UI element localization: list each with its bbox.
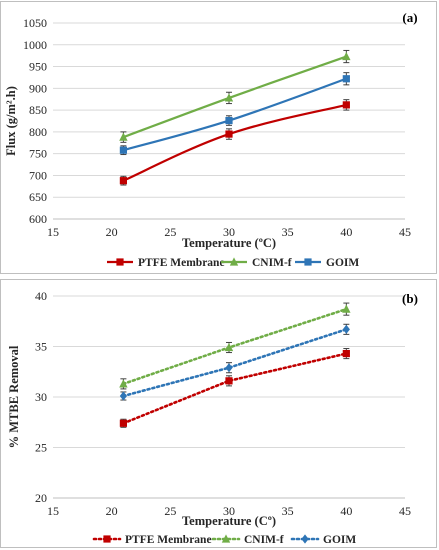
y-tick-label: 650	[29, 190, 47, 204]
data-point	[342, 51, 351, 61]
series-goim	[119, 72, 350, 156]
series-line	[122, 352, 348, 425]
y-tick-label: 900	[29, 81, 47, 95]
series-goim	[119, 323, 350, 401]
data-point	[119, 379, 128, 388]
series-ptfe-membrane	[119, 99, 350, 186]
legend-label: CNIM-f	[244, 534, 284, 546]
y-tick-label: 1000	[23, 38, 47, 52]
legend-marker	[301, 534, 309, 544]
legend-label: PTFE Membrane	[138, 257, 225, 269]
data-point	[119, 146, 127, 154]
x-tick-label: 45	[399, 225, 411, 239]
data-point	[342, 349, 350, 358]
y-axis-title: Flux (g/m².h)	[4, 86, 18, 156]
y-tick-label: 20	[35, 491, 47, 505]
legend-label: GOIM	[326, 257, 359, 269]
panel-label: (a)	[402, 10, 417, 25]
x-tick-label: 35	[282, 504, 294, 518]
legend: PTFE Membrane CNIM-f GOIM	[107, 257, 359, 269]
legend-label: CNIM-f	[252, 257, 292, 269]
data-point	[225, 363, 233, 373]
data-point	[119, 419, 127, 427]
data-point	[342, 324, 350, 334]
y-tick-label: 30	[35, 390, 47, 404]
y-tick-label: 700	[29, 168, 47, 182]
x-axis-title: Temperature (Cº)	[182, 514, 276, 528]
series-cnim-f	[119, 302, 351, 390]
x-tick-label: 25	[164, 225, 176, 239]
data-point	[225, 377, 233, 385]
series-line	[122, 103, 347, 182]
series-ptfe-membrane	[119, 348, 350, 428]
y-tick-label: 950	[29, 60, 47, 74]
x-tick-label: 30	[223, 504, 235, 518]
data-point	[224, 342, 234, 352]
legend-label: GOIM	[323, 534, 356, 546]
legend-label: PTFE Membrane	[125, 534, 212, 546]
y-tick-label: 600	[29, 212, 47, 226]
y-tick-label: 1050	[23, 16, 47, 30]
data-point	[119, 132, 128, 141]
data-point	[119, 391, 127, 401]
chart-panel-b: 20 25 30 35 40 15 20 25 30 35 40 45 Temperature (Cº)…	[0, 279, 437, 548]
y-tick-label: 750	[29, 147, 47, 161]
data-point	[342, 101, 350, 109]
y-tick-label: 25	[35, 441, 47, 455]
x-tick-label: 20	[106, 504, 118, 518]
legend-marker	[221, 534, 231, 543]
x-axis-title: Temperature (ºC)	[182, 236, 276, 250]
y-tick-label: 800	[29, 125, 47, 139]
legend-marker	[229, 257, 239, 266]
x-tick-label: 40	[340, 504, 352, 518]
data-point	[225, 116, 233, 125]
data-point	[224, 93, 234, 102]
panel-label: (b)	[402, 291, 418, 306]
flux-chart: 600 650 700 750 800 850 900 950 1000 1050 15 20 25 30…	[4, 10, 418, 269]
y-tick-label: 850	[29, 103, 47, 117]
data-point	[342, 75, 350, 83]
legend-marker	[304, 258, 312, 266]
x-tick-label: 15	[47, 225, 59, 239]
y-tick-label: 35	[35, 340, 47, 354]
data-point	[119, 177, 127, 185]
y-axis-title: % MTBE Removal	[7, 345, 21, 448]
x-tick-label: 45	[399, 504, 411, 518]
y-tick-label: 40	[35, 289, 47, 303]
series-line	[123, 55, 347, 139]
x-tick-label: 35	[282, 225, 294, 239]
x-tick-label: 20	[106, 225, 118, 239]
series-line	[123, 77, 347, 152]
legend-marker	[103, 535, 111, 543]
legend: PTFE Membrane CNIM-f GOIM	[92, 534, 356, 546]
data-point	[225, 130, 233, 138]
series-cnim-f	[119, 49, 351, 143]
x-tick-label: 25	[164, 504, 176, 518]
series-line	[122, 328, 348, 398]
legend-marker	[116, 258, 124, 266]
x-tick-label: 30	[223, 225, 235, 239]
x-tick-label: 40	[340, 225, 352, 239]
x-tick-label: 15	[47, 504, 59, 518]
chart-panel-a: 600 650 700 750 800 850 900 950 1000 1050 15 20 25 30…	[0, 1, 437, 274]
data-point	[342, 304, 351, 313]
